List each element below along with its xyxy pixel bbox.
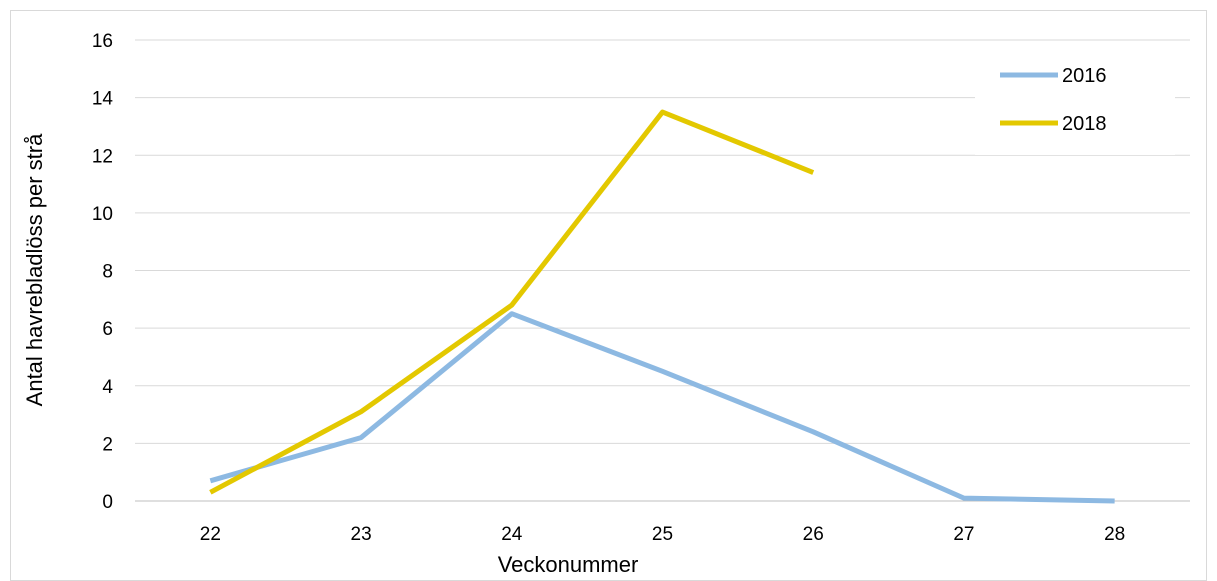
series-line-2016 [209,311,1115,504]
y-tick-label: 0 [102,492,113,513]
y-axis-title: Antal havrebladlöss per strå [22,133,47,406]
x-tick-label: 25 [652,524,673,545]
y-tick-label: 4 [102,377,113,398]
series [209,109,1115,504]
legend-box [975,55,1175,155]
x-tick-label: 23 [351,524,372,545]
y-tick-label: 12 [92,146,113,167]
y-tick-label: 6 [102,319,113,340]
y-tick-label: 2 [102,434,113,455]
x-tick-label: 27 [953,524,974,545]
series-line-2018 [209,109,815,495]
x-tick-label: 22 [200,524,221,545]
y-tick-label: 14 [92,89,114,110]
x-tick-label: 26 [803,524,824,545]
y-tick-label: 8 [102,262,113,283]
legend-label-2016: 2016 [1062,65,1107,87]
legend: 2016 2018 [975,55,1175,155]
y-tick-label: 10 [92,204,113,225]
x-tick-label: 24 [501,524,523,545]
y-tick-label: 16 [92,31,113,52]
x-axis-title: Veckonummer [498,552,639,577]
legend-label-2018: 2018 [1062,113,1107,135]
x-tick-label: 28 [1104,524,1125,545]
